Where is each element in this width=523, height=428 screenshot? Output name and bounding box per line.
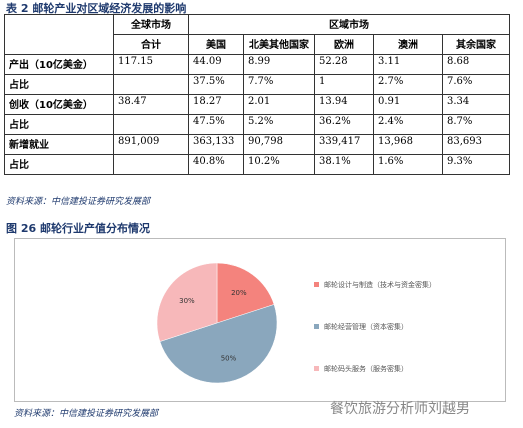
row: 占比 37.5% 7.7% 1 2.7% 7.6% (4, 74, 510, 95)
cell (113, 74, 189, 95)
cell: 5.2% (243, 114, 315, 135)
group-header: 区域市场 (188, 14, 510, 35)
cell (113, 154, 189, 175)
pie-chart: 20% 邮轮设计与制造（技术与资金密集） 50% 邮轮经营管理（资本密集） 30% 邮轮码… (14, 238, 506, 402)
row-label: 占比 (4, 74, 114, 95)
cell: 8.68 (442, 54, 510, 75)
cell: 8.99 (243, 54, 315, 75)
cell: 36.2% (314, 114, 374, 135)
row: 占比 47.5% 5.2% 36.2% 2.4% 8.7% (4, 114, 510, 135)
cell: 0.91 (373, 94, 443, 115)
cell: 7.6% (442, 74, 510, 95)
cell: 13,968 (373, 134, 443, 155)
cell: 2.01 (243, 94, 315, 115)
cell: 2.4% (373, 114, 443, 135)
cell: 13.94 (314, 94, 374, 115)
cell: 891,009 (113, 134, 189, 155)
cell: 7.7% (243, 74, 315, 95)
cell: 83,693 (442, 134, 510, 155)
cell: 10.2% (243, 154, 315, 175)
cell: 38.1% (314, 154, 374, 175)
row-label: 新增就业 (4, 134, 114, 155)
cell: 37.5% (188, 74, 244, 95)
figure-title: 图 26 邮轮行业产值分布情况 (6, 222, 150, 235)
row-label: 产出（10亿美金） (4, 54, 114, 75)
cell: 47.5% (188, 114, 244, 135)
column-header: 欧洲 (314, 34, 374, 55)
pie-slice (216, 262, 275, 324)
column-header: 澳洲 (373, 34, 443, 55)
pie-slice (159, 304, 278, 384)
legend-label: 邮轮经营管理（资本密集） (324, 322, 408, 331)
row: 创收（10亿美金） 38.47 18.27 2.01 13.94 0.91 3.34 (4, 94, 510, 115)
corner (4, 14, 114, 55)
row-label: 占比 (4, 114, 114, 135)
cell: 44.09 (188, 54, 244, 75)
cell: 9.3% (442, 154, 510, 175)
table-title: 表 2 邮轮产业对区域经济发展的影响 (6, 2, 187, 15)
cell (113, 114, 189, 135)
pie-slice (156, 262, 218, 342)
row: 新增就业 891,009 363,133 90,798 339,417 13,968 83,… (4, 134, 510, 155)
cell: 8.7% (442, 114, 510, 135)
legend-swatch (314, 324, 319, 329)
cell: 40.8% (188, 154, 244, 175)
legend-swatch (314, 282, 319, 287)
legend-swatch (314, 366, 319, 371)
cell: 1.6% (373, 154, 443, 175)
source: 资料来源：中信建投证券研究发展部 (14, 409, 159, 419)
row: 占比 40.8% 10.2% 38.1% 1.6% 9.3% (4, 154, 510, 175)
cell: 90,798 (243, 134, 315, 155)
group-header: 全球市场 (113, 14, 189, 35)
cell: 3.11 (373, 54, 443, 75)
column-header: 北美其他国家 (243, 34, 315, 55)
table: 全球市场 区域市场 合计 美国 北美其他国家 欧洲 澳洲 其余国家 产出（10亿美金） 11… (4, 14, 510, 175)
row: 产出（10亿美金） 117.15 44.09 8.99 52.28 3.11 8.68 (4, 54, 510, 75)
column-header: 合计 (113, 34, 189, 55)
column-header: 其余国家 (442, 34, 510, 55)
legend-label: 邮轮设计与制造（技术与资金密集） (324, 280, 436, 289)
slice-label: 20% (231, 289, 247, 297)
cell: 18.27 (188, 94, 244, 115)
watermark: 餐饮旅游分析师刘越男 (330, 401, 470, 417)
cell: 363,133 (188, 134, 244, 155)
slice-label: 50% (221, 354, 237, 362)
cell: 3.34 (442, 94, 510, 115)
row-label: 占比 (4, 154, 114, 175)
cell: 1 (314, 74, 374, 95)
cell: 38.47 (113, 94, 189, 115)
cell: 339,417 (314, 134, 374, 155)
cell: 117.15 (113, 54, 189, 75)
cell: 2.7% (373, 74, 443, 95)
source: 资料来源：中信建投证券研究发展部 (6, 197, 151, 207)
cell: 52.28 (314, 54, 374, 75)
column-header: 美国 (188, 34, 244, 55)
slice-label: 30% (179, 297, 195, 305)
row-label: 创收（10亿美金） (4, 94, 114, 115)
legend-label: 邮轮码头服务（服务密集） (324, 364, 408, 373)
